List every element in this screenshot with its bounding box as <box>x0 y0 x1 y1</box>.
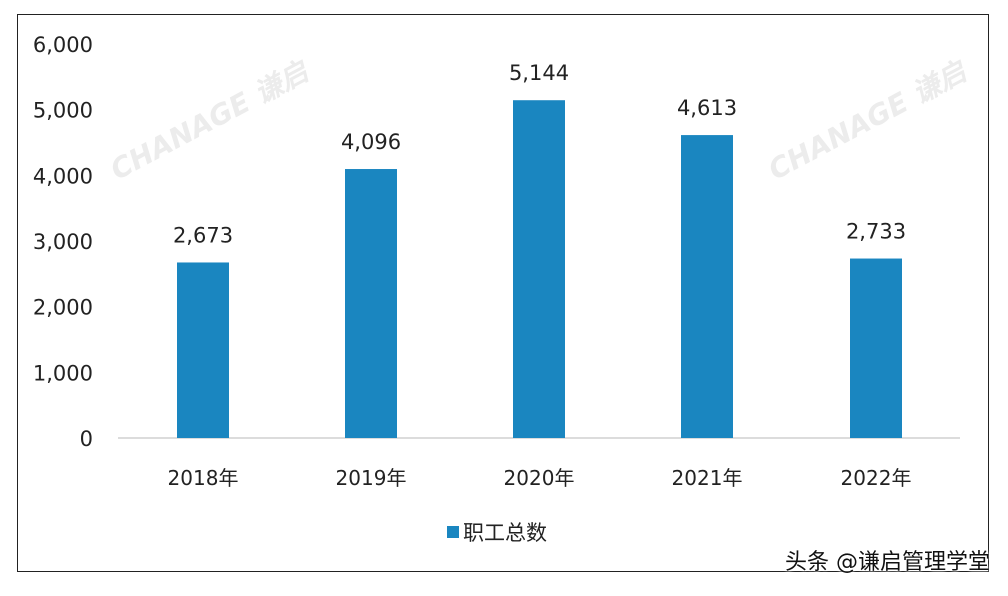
watermark: CHANAGE 谦启 <box>105 54 315 187</box>
y-tick-label: 1,000 <box>33 361 93 385</box>
y-tick-label: 4,000 <box>33 164 93 188</box>
bar <box>681 135 733 439</box>
x-tick-label: 2020年 <box>504 466 575 490</box>
y-tick-label: 2,000 <box>33 296 93 320</box>
legend-label: 职工总数 <box>463 521 547 545</box>
data-label: 4,096 <box>341 130 401 154</box>
source-credit: 头条 @谦启管理学堂 <box>785 550 990 575</box>
bar <box>850 258 902 438</box>
bar <box>345 169 397 438</box>
x-tick-label: 2019年 <box>336 466 407 490</box>
x-tick-label: 2018年 <box>168 466 239 490</box>
data-label: 4,613 <box>677 96 737 120</box>
data-label: 5,144 <box>509 61 569 85</box>
y-tick-label: 5,000 <box>33 99 93 123</box>
bar <box>177 262 229 438</box>
y-tick-label: 3,000 <box>33 230 93 254</box>
data-label: 2,673 <box>173 223 233 247</box>
watermark: CHANAGE 谦启 <box>763 54 973 187</box>
legend-swatch <box>447 526 459 538</box>
x-tick-label: 2021年 <box>672 466 743 490</box>
data-label: 2,733 <box>846 220 906 244</box>
y-tick-label: 6,000 <box>33 33 93 57</box>
x-tick-label: 2022年 <box>841 466 912 490</box>
bar <box>513 100 565 438</box>
y-tick-label: 0 <box>80 427 93 451</box>
